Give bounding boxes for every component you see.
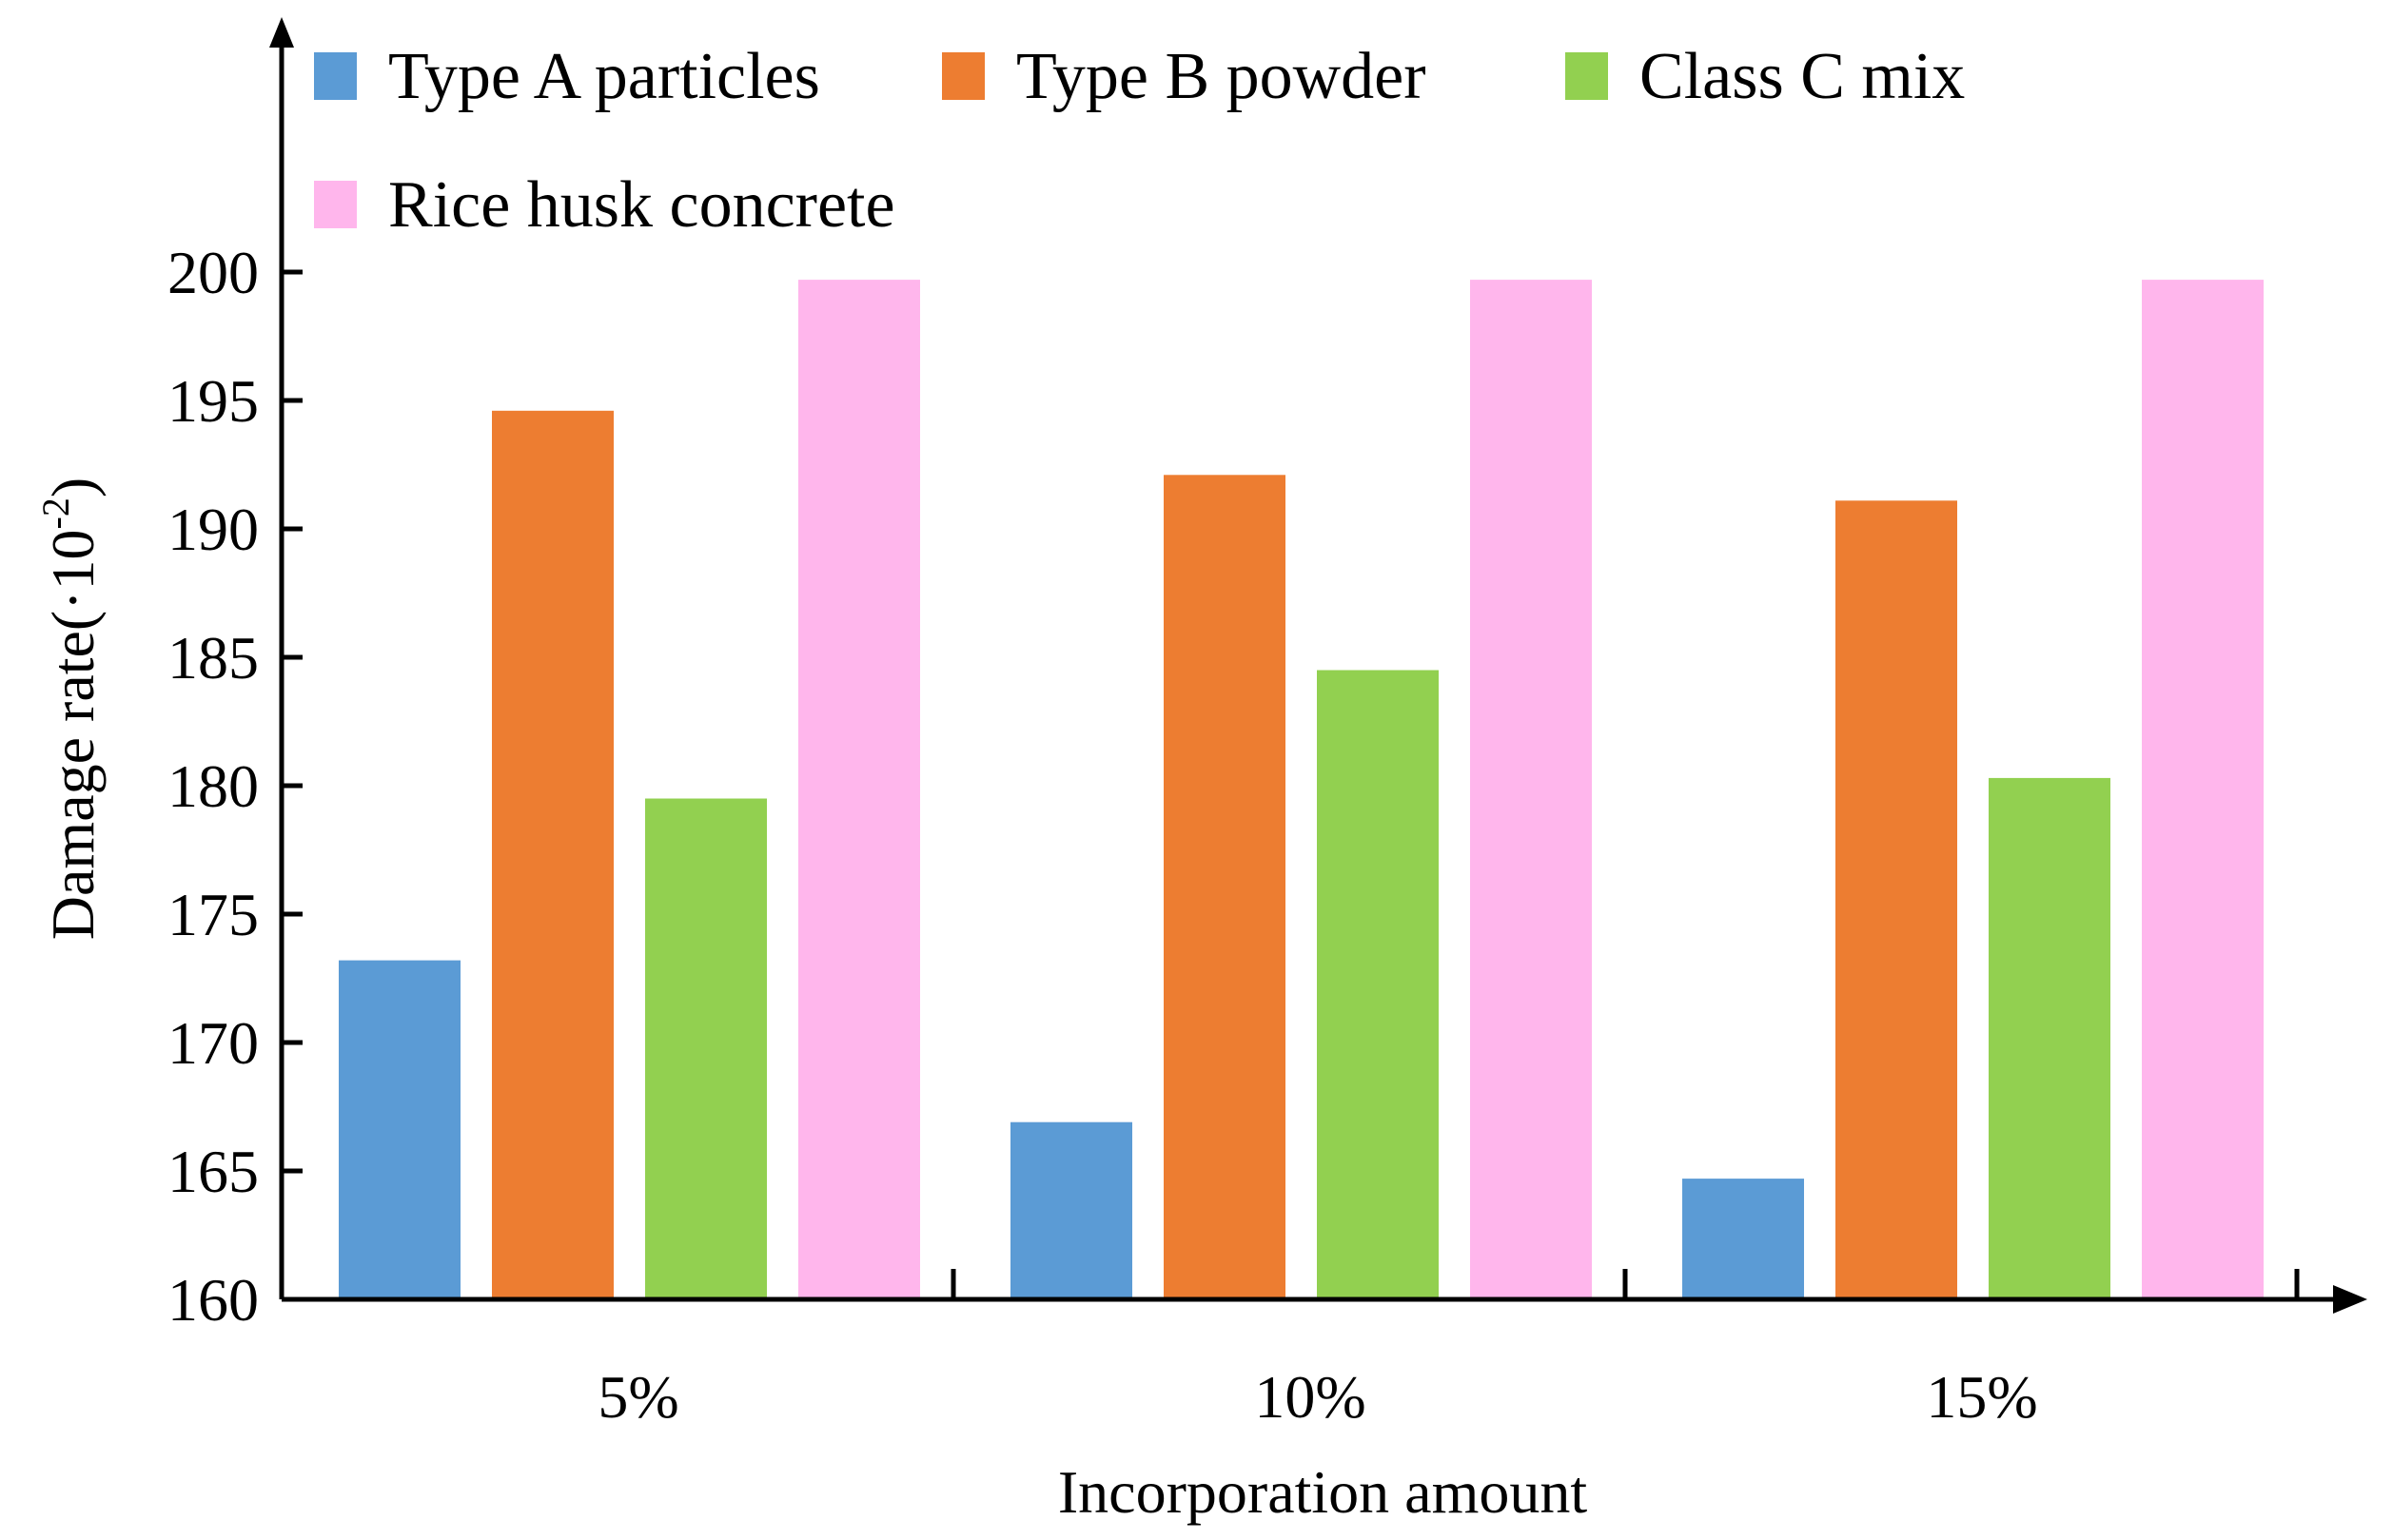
x-axis-arrow	[2333, 1285, 2367, 1314]
bar-rice-husk-concrete-2	[2142, 280, 2264, 1300]
legend-swatch	[314, 181, 357, 228]
y-tick-label: 175	[167, 881, 259, 948]
legend-item-type-b-powder: Type B powder	[942, 40, 1426, 113]
legend-label: Rice husk concrete	[388, 168, 895, 242]
x-tick-label: 10%	[1254, 1363, 1365, 1431]
bars-layer	[339, 280, 2264, 1300]
legend-swatch	[942, 52, 985, 100]
y-axis-title-close: )	[39, 478, 107, 497]
legend-swatch	[1565, 52, 1608, 100]
y-tick-label: 195	[167, 367, 259, 435]
legend: Type A particles Type B powder Class C mix…	[314, 40, 1965, 242]
legend-label: Type A particles	[388, 40, 820, 113]
axes-layer	[269, 17, 2367, 1314]
y-tick-label: 160	[167, 1266, 259, 1334]
y-tick-label: 190	[167, 496, 259, 563]
y-tick-label: 200	[167, 239, 259, 306]
legend-item-type-a-particles: Type A particles	[314, 40, 820, 113]
bar-class-c-mix-1	[1317, 670, 1439, 1299]
y-axis-title-exponent: -2	[34, 497, 77, 529]
legend-item-rice-husk-concrete: Rice husk concrete	[314, 168, 895, 242]
legend-label: Class C mix	[1639, 40, 1965, 113]
legend-item-class-c-mix: Class C mix	[1565, 40, 1965, 113]
x-tick-label: 5%	[598, 1363, 678, 1431]
bar-type-a-particles-0	[339, 960, 461, 1299]
y-axis-title: Damage rate(·10-2)	[34, 478, 107, 940]
bar-class-c-mix-0	[645, 798, 767, 1299]
bar-type-b-powder-1	[1164, 475, 1285, 1299]
bar-type-a-particles-1	[1010, 1121, 1132, 1299]
y-tick-label: 170	[167, 1009, 259, 1077]
y-tick-label: 185	[167, 624, 259, 692]
bar-rice-husk-concrete-0	[798, 280, 920, 1300]
bar-rice-husk-concrete-1	[1470, 280, 1592, 1300]
ticks-layer: 160 165 170 175 180 185 190 195 200 5% 10% 15%	[167, 239, 2300, 1431]
bar-type-a-particles-2	[1682, 1179, 1804, 1299]
legend-swatch	[314, 52, 357, 100]
y-tick-label: 165	[167, 1138, 259, 1205]
legend-label: Type B powder	[1016, 40, 1426, 113]
y-axis-title-main: Damage rate(·10	[39, 529, 107, 940]
y-tick-label: 180	[167, 752, 259, 820]
x-axis-title: Incorporation amount	[1058, 1458, 1588, 1526]
bar-type-b-powder-2	[1835, 500, 1957, 1299]
bar-class-c-mix-2	[1989, 777, 2110, 1299]
x-tick-label: 15%	[1926, 1363, 2037, 1431]
bar-type-b-powder-0	[492, 410, 614, 1299]
y-axis-arrow	[269, 17, 294, 48]
